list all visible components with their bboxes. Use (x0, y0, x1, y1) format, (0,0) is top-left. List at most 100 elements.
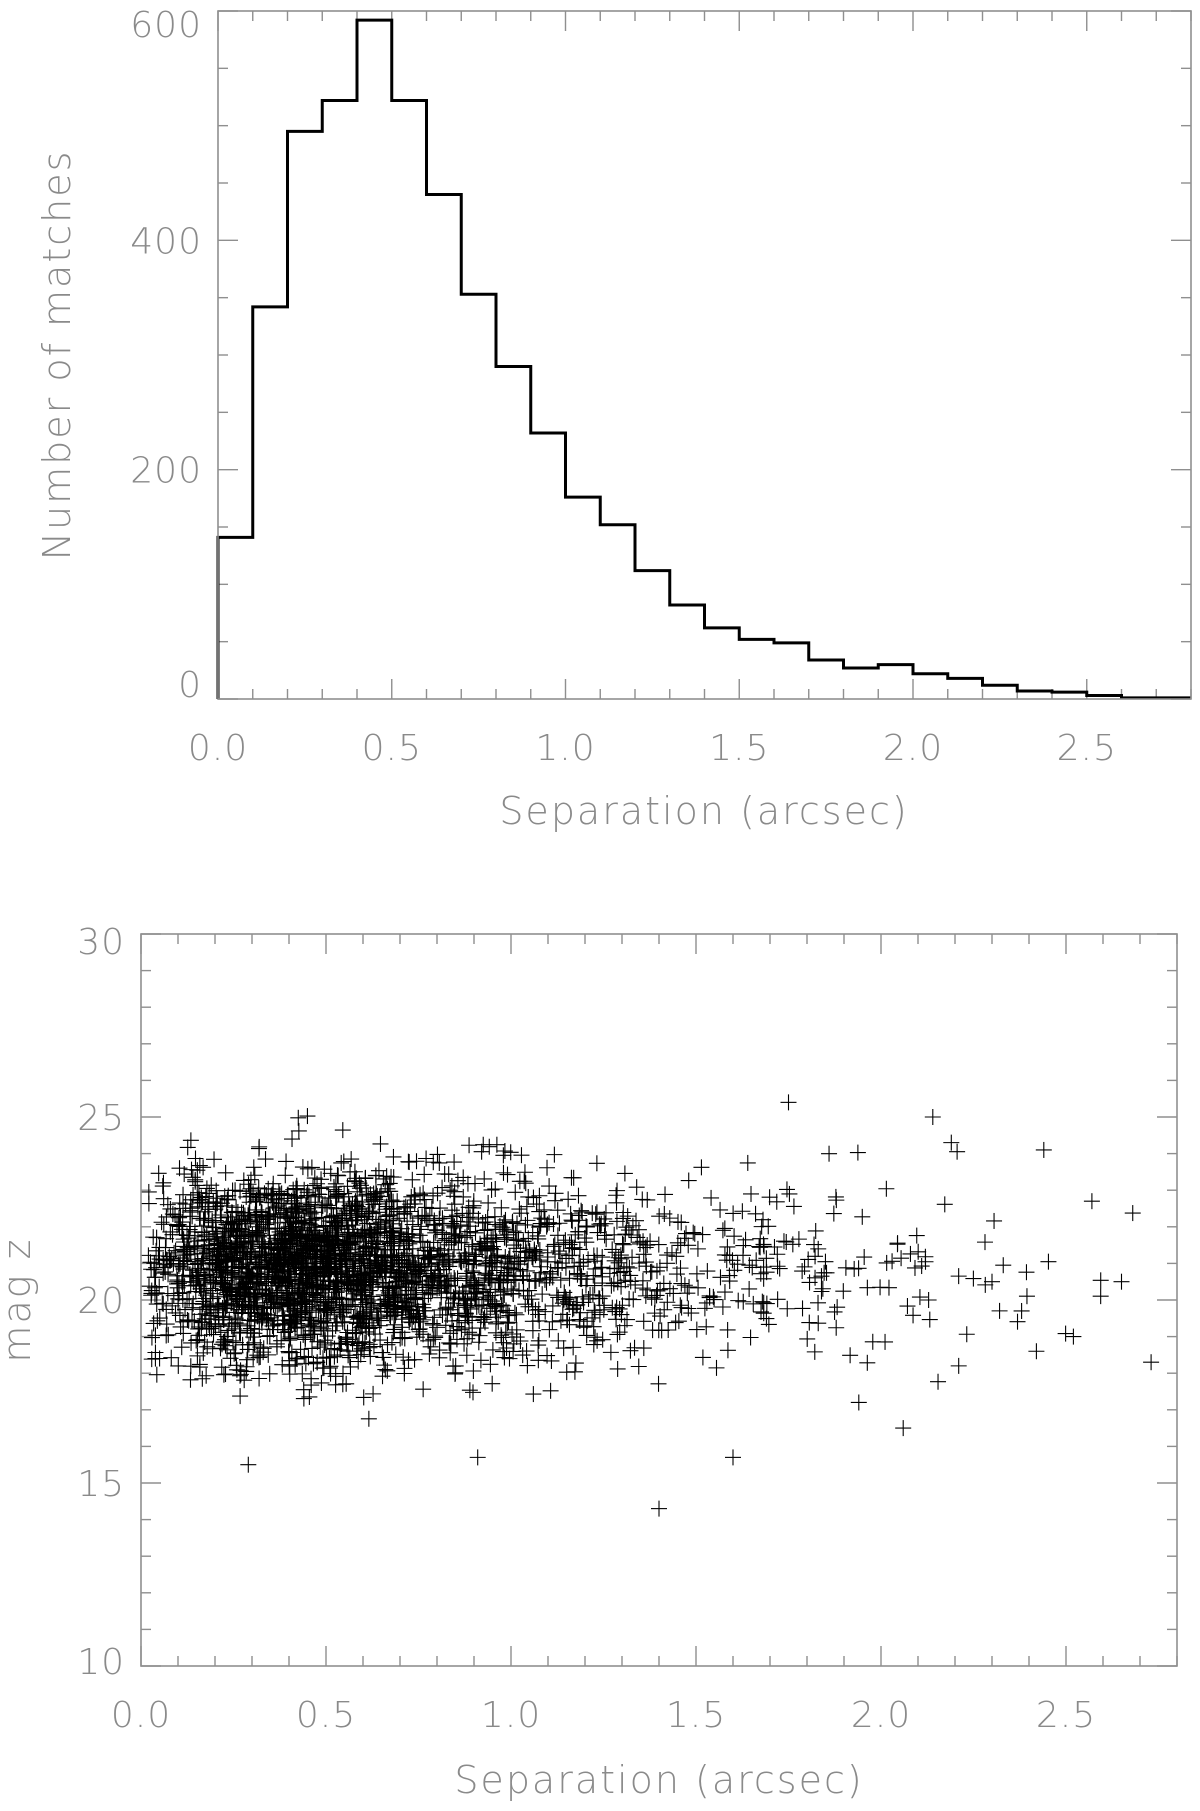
scatter-point (170, 1357, 187, 1374)
scatter-point (448, 1331, 465, 1348)
scatter-point (217, 1366, 234, 1383)
scatter-point (769, 1246, 786, 1263)
scatter-point (778, 1181, 795, 1198)
scatter-point (706, 1291, 723, 1308)
scatter-point (520, 1298, 537, 1315)
scatter-point (184, 1169, 201, 1186)
scatter-point (742, 1329, 759, 1346)
scatter-point (453, 1321, 470, 1338)
histogram-y-tick-label: 600 (130, 5, 202, 46)
scatter-point (334, 1122, 351, 1139)
scatter-point (698, 1318, 715, 1335)
scatter-point (352, 1319, 369, 1336)
scatter-point (986, 1212, 1003, 1229)
scatter-x-tick-label: 1.0 (481, 1695, 541, 1736)
scatter-point (475, 1136, 492, 1153)
scatter-point (198, 1367, 215, 1384)
scatter-point (716, 1220, 733, 1237)
scatter-point (550, 1243, 567, 1260)
scatter-point (424, 1315, 441, 1332)
scatter-point (232, 1367, 249, 1384)
scatter-point (313, 1374, 330, 1391)
scatter-point (621, 1290, 638, 1307)
scatter-point (573, 1202, 590, 1219)
histogram-step-line (216, 18, 1191, 700)
scatter-point (395, 1349, 412, 1366)
scatter-point (688, 1321, 705, 1338)
scatter-point (679, 1285, 696, 1302)
scatter-point (261, 1365, 278, 1382)
histogram-panel: 0.0 0.5 1.0 1.5 2.0 2.5 0 200 400 600 Separation … (35, 5, 1192, 833)
scatter-point (294, 1159, 311, 1176)
scatter-point (290, 1109, 307, 1126)
scatter-point (333, 1154, 350, 1171)
scatter-point (756, 1238, 773, 1255)
scatter-point (672, 1237, 689, 1254)
scatter-point (613, 1278, 630, 1295)
scatter-point (543, 1352, 560, 1369)
scatter-point (601, 1265, 618, 1282)
scatter-point (714, 1299, 731, 1316)
scatter-point (441, 1334, 458, 1351)
scatter-point (491, 1274, 508, 1291)
histogram-y-tick-label: 400 (130, 221, 202, 262)
scatter-point (629, 1229, 646, 1246)
scatter-point (164, 1297, 181, 1314)
scatter-point (827, 1188, 844, 1205)
scatter-point (608, 1213, 625, 1230)
scatter-point (446, 1196, 463, 1213)
scatter-point (375, 1349, 392, 1366)
scatter-point (182, 1371, 199, 1388)
scatter-point (699, 1263, 716, 1280)
scatter-point (151, 1278, 168, 1295)
scatter-point (745, 1295, 762, 1312)
scatter-point (571, 1254, 588, 1271)
scatter-point (508, 1240, 525, 1257)
scatter-point (651, 1259, 668, 1276)
scatter-point (290, 1122, 307, 1139)
scatter-point (483, 1181, 500, 1198)
scatter-point (245, 1159, 262, 1176)
scatter-point (251, 1370, 268, 1387)
scatter-point (469, 1449, 486, 1466)
scatter-point (450, 1307, 467, 1324)
scatter-point (167, 1304, 184, 1321)
scatter-x-tick-label: 0.0 (111, 1695, 171, 1736)
scatter-point (525, 1386, 542, 1403)
scatter-point (584, 1205, 601, 1222)
histogram-y-tick-label: 200 (130, 451, 202, 492)
scatter-point (754, 1293, 771, 1310)
scatter-point (582, 1287, 599, 1304)
scatter-point (653, 1322, 670, 1339)
scatter-point (650, 1375, 667, 1392)
scatter-point (859, 1279, 876, 1296)
scatter-point (444, 1208, 461, 1225)
scatter-point (484, 1375, 501, 1392)
scatter-point (306, 1204, 323, 1221)
scatter-point (893, 1250, 910, 1267)
scatter-point (585, 1267, 602, 1284)
scatter-point (984, 1273, 1000, 1290)
scatter-point (415, 1381, 432, 1398)
scatter-point (642, 1233, 659, 1250)
scatter-point (747, 1205, 764, 1222)
scatter-points (140, 1094, 1160, 1517)
scatter-point (712, 1269, 729, 1286)
scatter-point (303, 1212, 320, 1229)
scatter-point (429, 1319, 446, 1336)
scatter-point (676, 1230, 693, 1247)
scatter-point (500, 1314, 517, 1331)
scatter-point (476, 1170, 493, 1187)
scatter-point (810, 1294, 827, 1311)
scatter-point (187, 1150, 204, 1167)
scatter-point (761, 1189, 778, 1206)
histogram-frame (217, 10, 1192, 700)
scatter-point (418, 1150, 435, 1167)
scatter-point (694, 1349, 711, 1366)
scatter-point (544, 1313, 561, 1330)
scatter-point (546, 1192, 563, 1209)
scatter-point (488, 1136, 505, 1153)
scatter-point (519, 1212, 536, 1229)
scatter-panel: 0.0 0.5 1.0 1.5 2.0 2.5 10 15 20 25 30 Separation … (0, 922, 1178, 1802)
